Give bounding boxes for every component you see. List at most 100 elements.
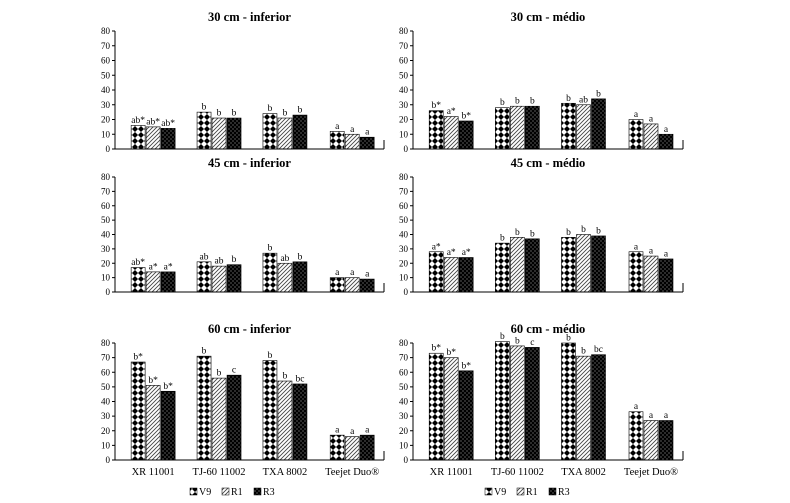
bar-r3 [359, 434, 375, 461]
legend-swatch-r3 [548, 487, 557, 496]
bar-r1 [643, 123, 659, 150]
bar-r1 [576, 355, 591, 461]
bar-annotation: ab [579, 95, 588, 105]
bar-annotation: a* [149, 262, 158, 272]
bar-v9 [130, 267, 146, 293]
bar-r1 [443, 357, 459, 461]
y-tick-label: 10 [101, 273, 111, 283]
y-tick-label: 70 [101, 353, 111, 363]
y-tick-label: 40 [101, 85, 111, 95]
y-tick-label: 10 [399, 440, 409, 450]
bar-v9 [196, 111, 212, 150]
bar-annotation: b [268, 104, 273, 114]
y-tick-label: 70 [101, 186, 111, 196]
bar-annotation: b [530, 97, 535, 107]
bar-r1 [145, 126, 161, 150]
x-category-label: Teejet Duo® [624, 467, 678, 478]
bar-annotation: b [515, 97, 520, 107]
y-tick-label: 80 [399, 26, 409, 36]
bar-r1 [576, 234, 591, 293]
bar-annotation: b [515, 336, 520, 346]
bar-v9 [561, 102, 576, 150]
y-tick-label: 50 [101, 382, 111, 392]
bar-v9 [495, 107, 510, 150]
y-tick-label: 0 [106, 455, 111, 465]
bar-annotation: a [335, 268, 340, 278]
bar-r3 [591, 354, 606, 461]
bar-r3 [226, 117, 242, 150]
bar-annotation: a [664, 411, 669, 421]
bar-annotation: a [664, 249, 669, 259]
bar-annotation: c [232, 366, 236, 376]
bar-annotation: a [335, 426, 340, 436]
bar-annotation: b* [163, 382, 173, 392]
y-tick-label: 30 [399, 244, 409, 254]
chart-title: 60 cm - inferior [208, 322, 291, 336]
bar-v9 [262, 360, 278, 461]
y-tick-label: 60 [101, 367, 111, 377]
bar-v9 [262, 252, 278, 293]
bar-annotation: b [283, 109, 288, 119]
bar-r1 [277, 117, 293, 150]
bar-r1 [277, 380, 293, 461]
y-tick-label: 40 [101, 230, 111, 240]
legend-label-r1: R1 [526, 487, 538, 498]
bar-annotation: b* [446, 348, 456, 358]
y-tick-label: 20 [399, 258, 409, 268]
bar-r1 [510, 345, 525, 461]
bar-annotation: b* [133, 353, 143, 363]
legend-label-v9: V9 [494, 487, 506, 498]
bar-r3 [458, 257, 474, 293]
bar-v9 [329, 131, 345, 150]
bar-annotation: a* [164, 262, 173, 272]
y-tick-label: 20 [399, 426, 409, 436]
bar-annotation: b [596, 89, 601, 99]
bar-r3 [292, 114, 308, 150]
bar-v9 [130, 125, 146, 150]
bar-r3 [525, 105, 540, 150]
bar-r3 [591, 235, 606, 293]
bar-v9 [561, 237, 576, 293]
bar-r1 [344, 277, 360, 293]
y-tick-label: 50 [399, 70, 409, 80]
x-category-label: TXA 8002 [561, 467, 606, 478]
y-tick-label: 80 [101, 26, 111, 36]
bar-r1 [211, 377, 227, 461]
chart-title: 30 cm - médio [511, 10, 586, 24]
bar-r1 [277, 262, 293, 293]
legend-swatch-r3 [253, 487, 262, 496]
bar-annotation: b [202, 347, 207, 357]
bar-r3 [658, 133, 674, 150]
bar-v9 [628, 411, 644, 461]
bar-r1 [510, 237, 525, 293]
bar-annotation: b [268, 244, 273, 254]
bar-annotation: a [365, 128, 370, 138]
bar-annotation: b [515, 228, 520, 238]
bar-v9 [628, 119, 644, 150]
y-tick-label: 60 [399, 56, 409, 66]
y-tick-label: 80 [101, 338, 111, 348]
bar-r1 [145, 385, 161, 461]
bar-r1 [510, 105, 525, 150]
bar-v9 [329, 434, 345, 461]
y-tick-label: 30 [101, 411, 111, 421]
y-tick-label: 10 [101, 129, 111, 139]
y-tick-label: 40 [399, 230, 409, 240]
bar-annotation: b [566, 94, 571, 104]
y-tick-label: 40 [399, 397, 409, 407]
y-tick-label: 0 [106, 287, 111, 297]
chart-panel: 45 cm - inferior01020304050607080ab*abba… [101, 156, 385, 297]
legend-swatch-r1 [516, 487, 525, 496]
chart-title: 30 cm - inferior [208, 10, 291, 24]
legend-label-r3: R3 [558, 487, 570, 498]
legend-swatch-r1 [221, 487, 230, 496]
x-category-label: TJ-60 11002 [491, 467, 544, 478]
bar-r3 [525, 347, 540, 461]
bar-annotation: a [350, 268, 355, 278]
y-tick-label: 0 [404, 455, 409, 465]
bar-annotation: ab* [146, 117, 160, 127]
y-tick-label: 70 [399, 41, 409, 51]
bar-annotation: b [530, 229, 535, 239]
x-category-label: XR 11001 [430, 467, 473, 478]
